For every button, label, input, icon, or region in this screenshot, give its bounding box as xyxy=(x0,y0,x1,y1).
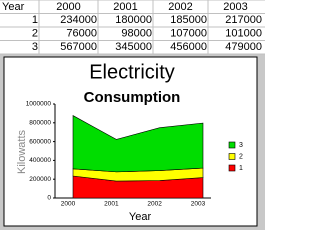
table-cell: 234000 xyxy=(60,14,97,26)
table-cell: 1 xyxy=(32,14,38,26)
x-tick-label: 2003 xyxy=(191,201,206,208)
y-tick-label: 800000 xyxy=(29,120,51,127)
header-cell: 2001 xyxy=(113,1,137,13)
x-tick-label: 2000 xyxy=(61,201,76,208)
y-tick-label: 200000 xyxy=(29,176,51,183)
header-cell: Year xyxy=(2,1,25,13)
legend-label: 2 xyxy=(239,153,243,160)
table-cell: 3 xyxy=(32,41,38,53)
chart-subtitle: Consumption xyxy=(84,89,181,106)
x-axis-label: Year xyxy=(129,211,152,223)
legend-swatch xyxy=(228,164,236,172)
screen: Electricity Consumption Kilowatts Year Y… xyxy=(0,0,265,230)
header-cell: 2003 xyxy=(223,1,247,13)
table-cell: 479000 xyxy=(225,41,262,53)
x-tick-label: 2001 xyxy=(104,201,119,208)
table-cell: 185000 xyxy=(170,14,207,26)
y-tick-label: 600000 xyxy=(29,138,51,145)
y-tick-label: 1000000 xyxy=(26,101,52,108)
table-cell: 76000 xyxy=(66,27,97,39)
y-tick-label: 400000 xyxy=(29,157,51,164)
y-tick-label: 0 xyxy=(47,195,51,202)
table-cell: 107000 xyxy=(170,27,207,39)
legend-swatch xyxy=(228,141,236,149)
header-cell: 2002 xyxy=(168,1,192,13)
table-cell: 567000 xyxy=(60,41,97,53)
table-cell: 217000 xyxy=(225,14,262,26)
table-cell: 98000 xyxy=(121,27,152,39)
table-cell: 345000 xyxy=(115,41,152,53)
chart-title: Electricity xyxy=(89,61,175,83)
table-cell: 101000 xyxy=(225,27,262,39)
legend-label: 3 xyxy=(239,142,243,149)
table-cell: 456000 xyxy=(170,41,207,53)
x-tick-label: 2002 xyxy=(147,201,162,208)
legend-label: 1 xyxy=(239,165,243,172)
area xyxy=(72,115,204,173)
legend-swatch xyxy=(228,153,236,160)
header-cell: 2000 xyxy=(56,1,80,13)
table-cell: 180000 xyxy=(115,14,152,26)
y-axis-label: Kilowatts xyxy=(16,129,28,174)
table-cell: 2 xyxy=(32,27,38,39)
